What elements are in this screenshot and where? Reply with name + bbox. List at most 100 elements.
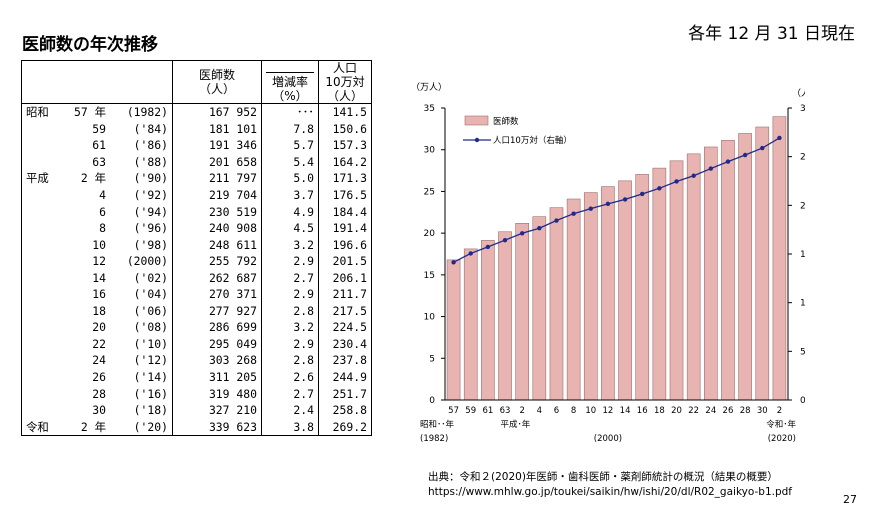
bar [583, 192, 598, 401]
per-pop-cell: 237.8 [317, 352, 372, 369]
table-row: 16 ('04) 270 371 2.9 211.7 [22, 286, 372, 303]
bar [532, 216, 547, 401]
table-row: 63 ('88) 201 658 5.4 164.2 [22, 153, 372, 171]
era-cell [22, 203, 71, 220]
line-point [451, 260, 456, 265]
right-tick-label: 150.0 [800, 250, 805, 260]
table-row: 24 ('12) 303 268 2.8 237.8 [22, 352, 372, 369]
era-cell [22, 253, 71, 270]
doctors-cell: 339 623 [171, 418, 262, 436]
rate-cell: 5.4 [260, 153, 319, 171]
x-tick-label: 10 [585, 406, 596, 416]
line-point [657, 186, 662, 191]
x-tick-label: 18 [654, 406, 665, 416]
bar [669, 160, 684, 401]
legend-bar-swatch [464, 115, 489, 126]
rate-cell: 2.9 [260, 335, 319, 353]
left-tick-label: 15 [424, 271, 435, 281]
line-point [554, 218, 559, 223]
western-year-cell: ('84) [133, 121, 168, 136]
line-point [640, 191, 645, 197]
rate-cell: 2.7 [260, 385, 319, 402]
era-cell [22, 336, 71, 353]
per-pop-cell: 230.4 [317, 335, 372, 353]
line-point [674, 179, 679, 184]
line-point [605, 201, 611, 207]
bar [549, 207, 564, 401]
per-pop-cell: 201.5 [317, 252, 372, 270]
per-pop-cell: 196.6 [317, 236, 372, 253]
era-cell [22, 269, 71, 286]
x-sub-label: (1982) [420, 434, 448, 444]
legend-line-marker [474, 137, 480, 143]
line-point [485, 244, 491, 250]
year-cell: 14 [92, 270, 106, 285]
year-cell: 2 年 [80, 419, 106, 434]
era-cell [22, 286, 71, 303]
rate-cell: 4.9 [260, 203, 319, 220]
left-tick-label: 0 [429, 396, 435, 406]
western-year-cell: ('14) [133, 370, 168, 385]
year-cell: 10 [92, 237, 106, 252]
table-row: 22 ('10) 295 049 2.9 230.4 [22, 335, 372, 353]
rate-cell: ･･･ [260, 103, 319, 121]
year-cell: 30 [92, 403, 106, 418]
era-cell [22, 220, 71, 237]
x-tick-label: 20 [671, 406, 682, 416]
line-point [725, 159, 731, 164]
era-cell [22, 352, 71, 369]
source-line-1: 出典：令和２(2020)年医師・歯科医師・薬剤師統計の概況（結果の概要） [428, 471, 778, 483]
per-pop-cell: 164.2 [317, 153, 372, 171]
line-point [622, 197, 628, 202]
year-cell: 16 [92, 287, 106, 302]
x-tick-label: 30 [757, 406, 768, 416]
left-tick-label: 20 [424, 229, 436, 239]
line-point [777, 135, 782, 141]
bar [481, 240, 495, 401]
western-year-cell: ('94) [133, 204, 168, 219]
era-cell [22, 402, 71, 419]
doctors-cell: 230 519 [171, 203, 262, 220]
line-point [691, 173, 696, 178]
rate-cell: 3.8 [260, 418, 319, 436]
doctors-cell: 167 952 [171, 103, 262, 121]
year-cell: 18 [92, 303, 106, 318]
left-axis-unit: （万人） [411, 82, 447, 93]
western-year-cell: ('18) [133, 403, 168, 418]
doctors-cell: 303 268 [171, 352, 262, 369]
header-year [22, 61, 173, 104]
western-year-cell: (1982) [126, 105, 168, 120]
rate-cell: 2.8 [260, 302, 319, 320]
western-year-cell: ('90) [133, 171, 168, 186]
doctors-cell: 262 687 [171, 269, 262, 287]
era-cell: 平成 [26, 171, 49, 186]
x-sub-label: (2020) [768, 434, 796, 444]
line-point [502, 237, 508, 243]
x-tick-label: 24 [705, 406, 716, 416]
table-row: 10 ('98) 248 611 3.2 196.6 [22, 236, 372, 253]
doctors-cell: 327 210 [171, 401, 262, 419]
era-cell [22, 121, 71, 138]
era-cell [22, 187, 71, 204]
line-point [708, 166, 714, 171]
right-axis-unit: （人） [792, 88, 805, 99]
table-row: 30 ('18) 327 210 2.4 258.8 [22, 401, 372, 419]
doctors-cell: 286 699 [171, 319, 262, 336]
year-cell: 12 [92, 254, 106, 269]
line-series [453, 137, 780, 263]
rate-cell: 4.5 [260, 219, 319, 237]
western-year-cell: ('88) [133, 154, 168, 169]
rate-cell: 5.7 [260, 137, 319, 154]
line-point [537, 226, 542, 231]
bar [738, 133, 752, 401]
x-sub-label: (2000) [594, 434, 622, 444]
x-sub-label: 昭和･･年 [420, 419, 455, 430]
year-cell: 57 年 [74, 105, 106, 120]
as-of-date: 各年 12 月 31 日現在 [688, 24, 855, 44]
doctors-chart-svg: （万人） （人） 0 5 10 15 20 25 30 35 0.0 50.0 100.0 150.0 20… [411, 82, 826, 444]
year-cell: 24 [92, 353, 106, 368]
western-year-cell: ('12) [133, 353, 168, 368]
year-cell: 22 [92, 336, 106, 351]
right-tick-label: 50.0 [800, 347, 805, 357]
per-pop-cell: 191.4 [317, 219, 372, 237]
